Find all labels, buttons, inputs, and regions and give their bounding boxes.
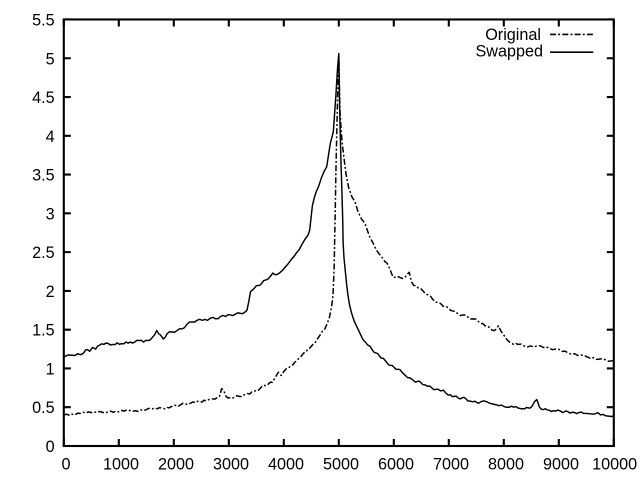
svg-text:8000: 8000 xyxy=(488,455,524,473)
svg-text:3000: 3000 xyxy=(213,455,249,473)
svg-text:5.5: 5.5 xyxy=(32,11,55,29)
svg-text:2: 2 xyxy=(46,283,55,301)
svg-text:3: 3 xyxy=(46,205,55,223)
svg-text:4: 4 xyxy=(46,128,55,146)
svg-text:1000: 1000 xyxy=(103,455,139,473)
svg-text:4.5: 4.5 xyxy=(32,89,55,107)
svg-text:1.5: 1.5 xyxy=(32,322,55,340)
svg-text:0: 0 xyxy=(46,438,55,456)
svg-text:1: 1 xyxy=(46,360,55,378)
svg-text:5: 5 xyxy=(46,50,55,68)
svg-text:2000: 2000 xyxy=(158,455,194,473)
svg-text:5000: 5000 xyxy=(323,455,359,473)
svg-text:0: 0 xyxy=(61,455,70,473)
svg-text:Swapped: Swapped xyxy=(475,42,543,60)
svg-text:0.5: 0.5 xyxy=(32,399,55,417)
svg-text:7000: 7000 xyxy=(433,455,469,473)
svg-text:9000: 9000 xyxy=(543,455,579,473)
svg-text:2.5: 2.5 xyxy=(32,244,55,262)
svg-text:Original: Original xyxy=(485,26,541,44)
svg-text:4000: 4000 xyxy=(268,455,304,473)
svg-text:3.5: 3.5 xyxy=(32,167,55,185)
svg-text:6000: 6000 xyxy=(378,455,414,473)
svg-text:10000: 10000 xyxy=(592,455,637,473)
